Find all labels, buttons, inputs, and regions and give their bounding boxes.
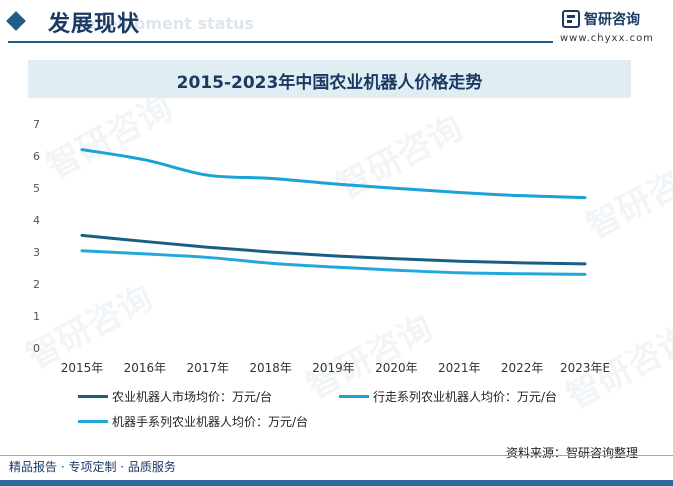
footer: 精品报告 · 专项定制 · 品质服务 [0, 455, 673, 486]
footer-strip [0, 480, 673, 486]
series-line-1 [80, 148, 587, 200]
legend-item-walking: 行走系列农业机器人均价：万元/台 [339, 388, 599, 404]
page-title: 发展现状 [48, 12, 141, 37]
legend-label: 机器手系列农业机器人均价：万元/台 [112, 415, 309, 429]
x-tick-label: 2020年 [375, 361, 418, 375]
header-ghost-subtitle: Development status [72, 14, 255, 33]
legend-swatch [339, 395, 369, 398]
brand-name: 智研咨询 [584, 12, 640, 28]
footer-slogan: 精品报告 · 专项定制 · 品质服务 [9, 460, 176, 474]
legend-item-manipulator: 机器手系列农业机器人均价：万元/台 [78, 413, 358, 429]
x-tick-label: 2021年 [438, 361, 481, 375]
page-header: Development status 发展现状 智研咨询 www.chyxx.c… [0, 0, 673, 48]
legend-swatch [78, 420, 108, 423]
x-tick-label: 2019年 [312, 361, 355, 375]
header-underline [8, 41, 553, 43]
x-tick-label: 2022年 [501, 361, 544, 375]
line-chart: 0 1 2 3 4 5 6 7 2015年 2016年 2017年 2018年 2019年 2020年 20… [33, 118, 610, 375]
y-tick-label: 1 [33, 310, 40, 323]
brand-url: www.chyxx.com [560, 33, 654, 44]
y-tick-label: 6 [33, 150, 40, 163]
legend-label: 行走系列农业机器人均价：万元/台 [373, 390, 558, 404]
series-line-0 [80, 233, 587, 266]
legend-item-market: 农业机器人市场均价：万元/台 [78, 388, 328, 404]
header-diamond-icon [6, 11, 26, 31]
y-tick-label: 2 [33, 278, 40, 291]
y-tick-label: 3 [33, 246, 40, 259]
y-tick-label: 7 [33, 118, 40, 131]
legend-label: 农业机器人市场均价：万元/台 [112, 390, 273, 404]
x-tick-label: 2023年E [560, 361, 610, 375]
brand-logo-icon [562, 10, 580, 28]
y-tick-label: 0 [33, 342, 40, 355]
chart-title: 2015-2023年中国农业机器人价格走势 [176, 73, 483, 93]
source-note: 资料来源：智研咨询整理 [506, 446, 639, 460]
x-tick-label: 2015年 [61, 361, 104, 375]
x-tick-label: 2018年 [249, 361, 292, 375]
chart-title-band: 2015-2023年中国农业机器人价格走势 [28, 60, 631, 98]
footer-divider [0, 455, 673, 456]
y-tick-label: 4 [33, 214, 40, 227]
x-tick-label: 2016年 [124, 361, 167, 375]
x-tick-label: 2017年 [186, 361, 229, 375]
y-tick-label: 5 [33, 182, 40, 195]
legend-swatch [78, 395, 108, 398]
